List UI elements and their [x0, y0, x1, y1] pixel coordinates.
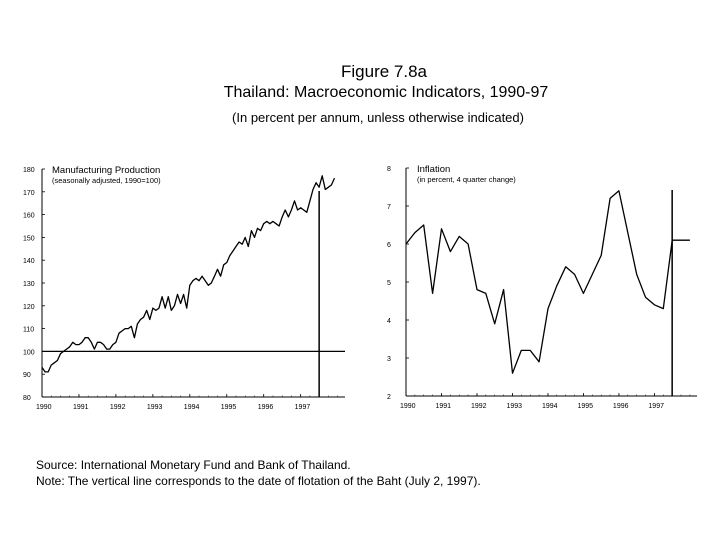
figure-subtitle: (In percent per annum, unless otherwise … — [232, 110, 524, 125]
series-line-0 — [41, 175, 336, 373]
x-tick-label: 1996 — [258, 404, 274, 411]
y-tick-label: 180 — [23, 167, 35, 174]
x-tick-label: 1993 — [506, 403, 522, 410]
flotation-note: Note: The vertical line corresponds to t… — [36, 474, 481, 488]
y-tick-label: 3 — [387, 356, 391, 363]
y-tick-label: 5 — [387, 280, 391, 287]
y-tick-label: 150 — [23, 235, 35, 242]
x-tick-label: 1991 — [73, 404, 89, 411]
x-tick-label: 1995 — [577, 403, 593, 410]
y-tick-label: 8 — [387, 166, 391, 173]
y-tick-label: 170 — [23, 190, 35, 197]
y-tick-label: 6 — [387, 242, 391, 249]
y-tick-label: 4 — [387, 318, 391, 325]
x-tick-label: 1997 — [295, 404, 311, 411]
x-tick-label: 1993 — [147, 404, 163, 411]
x-tick-label: 1990 — [400, 403, 416, 410]
source-note: Source: International Monetary Fund and … — [36, 458, 351, 472]
x-tick-label: 1992 — [110, 404, 126, 411]
figure-title: Thailand: Macroeconomic Indicators, 1990… — [223, 84, 549, 101]
figure-number: Figure 7.8a — [341, 62, 427, 81]
y-tick-label: 100 — [23, 349, 35, 356]
inflation-chart: 2 3 4 5 6 7 8 1990 1991 1992 1993 1994 1995 1996 1997 I… — [387, 164, 697, 410]
y-tick-label: 80 — [23, 395, 31, 402]
y-tick-label: 130 — [23, 281, 35, 288]
y-tick-label: 160 — [23, 213, 35, 220]
y-tick-label: 90 — [23, 372, 31, 379]
x-tick-label: 1994 — [184, 404, 200, 411]
x-tick-label: 1994 — [542, 403, 558, 410]
y-tick-label: 110 — [23, 327, 34, 334]
figure-notes: Source: International Monetary Fund and … — [36, 457, 481, 489]
x-tick-label: 1990 — [36, 404, 52, 411]
x-tick-label: 1996 — [613, 403, 629, 410]
panel-title: Inflation — [417, 164, 450, 175]
panel-title: Manufacturing Production — [52, 165, 160, 176]
panel-subtitle: (in percent, 4 quarter change) — [417, 175, 516, 184]
panel-subtitle: (seasonally adjusted, 1990=100) — [52, 176, 161, 185]
x-tick-label: 1997 — [648, 403, 664, 410]
y-tick-label: 120 — [23, 304, 35, 311]
y-tick-label: 140 — [23, 258, 35, 265]
y-tick-label: 7 — [387, 204, 391, 211]
x-tick-label: 1991 — [435, 403, 451, 410]
series-line-0 — [405, 190, 690, 374]
x-tick-label: 1995 — [221, 404, 237, 411]
manufacturing-production-chart: 80 90 100 110 120 130 140 150 160 170 180 1990 1991 1… — [23, 165, 345, 411]
y-tick-label: 2 — [387, 394, 391, 401]
x-tick-label: 1992 — [471, 403, 487, 410]
